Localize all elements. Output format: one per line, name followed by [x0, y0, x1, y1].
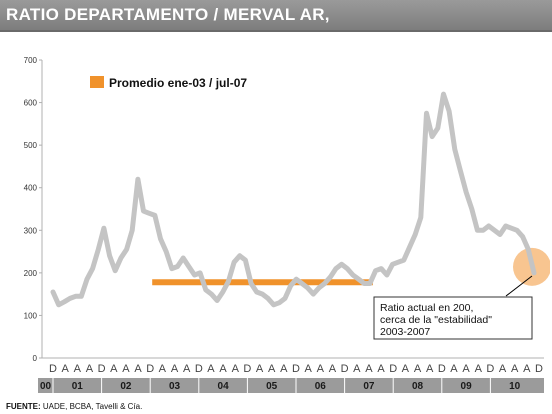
- x-tick-label: A: [61, 363, 69, 375]
- x-tick-label: D: [535, 363, 543, 375]
- annotation-line-3: 2003-2007: [380, 326, 430, 338]
- x-tick-label: A: [523, 363, 531, 375]
- x-tick-label: A: [329, 363, 337, 375]
- year-label: 04: [218, 381, 230, 392]
- x-tick-label: A: [159, 363, 167, 375]
- x-tick-label: A: [232, 363, 240, 375]
- year-label: 03: [169, 381, 181, 392]
- x-tick-label: A: [219, 363, 227, 375]
- x-tick-label: A: [171, 363, 179, 375]
- annotation-line-1: Ratio actual en 200,: [380, 302, 473, 314]
- x-tick-label: D: [243, 363, 251, 375]
- year-label: 07: [363, 381, 375, 392]
- x-tick-label: A: [74, 363, 82, 375]
- x-tick-label: D: [438, 363, 446, 375]
- y-tick-label: 200: [24, 269, 38, 278]
- y-tick-label: 100: [24, 311, 38, 320]
- year-band: 00 01 02 03 04 05 06 07 08 09 10: [38, 378, 544, 393]
- x-tick-label: A: [317, 363, 325, 375]
- y-tick-label: 300: [24, 226, 38, 235]
- x-tick-label: A: [511, 363, 519, 375]
- x-tick-label: A: [414, 363, 422, 375]
- x-tick-label: A: [207, 363, 215, 375]
- x-tick-label: A: [462, 363, 470, 375]
- title-bar: RATIO DEPARTAMENTO / MERVAL AR,: [0, 0, 552, 32]
- year-label: 01: [72, 381, 84, 392]
- legend-label: Promedio ene-03 / jul-07: [109, 76, 247, 90]
- x-tick-label: D: [292, 363, 300, 375]
- x-tick-label: A: [499, 363, 507, 375]
- x-tick-label: A: [450, 363, 458, 375]
- x-tick-label: A: [110, 363, 118, 375]
- year-label: 05: [266, 381, 278, 392]
- annotation-line-2: cerca de la "estabilidad": [380, 314, 492, 326]
- x-tick-label: D: [146, 363, 154, 375]
- x-tick-label: A: [402, 363, 410, 375]
- x-tick-label: A: [353, 363, 361, 375]
- x-tick-label: A: [134, 363, 142, 375]
- x-tick-label: A: [365, 363, 373, 375]
- y-tick-label: 500: [24, 141, 38, 150]
- x-tick-label: A: [475, 363, 483, 375]
- y-axis-ticks: 0 100 200 300 400 500 600 700: [24, 56, 42, 363]
- x-tick-label: D: [98, 363, 106, 375]
- y-tick-label: 400: [24, 184, 38, 193]
- year-label: 06: [315, 381, 327, 392]
- year-label: 10: [509, 381, 521, 392]
- year-band-background: [38, 378, 544, 393]
- x-tick-label: A: [280, 363, 288, 375]
- year-label: 02: [120, 381, 132, 392]
- source-label: FUENTE:: [6, 402, 41, 411]
- year-label: 09: [461, 381, 473, 392]
- series-line-ratio: [50, 91, 537, 308]
- x-tick-label: A: [268, 363, 276, 375]
- x-tick-label: A: [256, 363, 264, 375]
- x-tick-label: D: [341, 363, 349, 375]
- annotation-box: [373, 296, 533, 340]
- source-note: FUENTE: UADE, BCBA, Tavelli & Cía.: [6, 402, 142, 411]
- source-text: UADE, BCBA, Tavelli & Cía.: [42, 402, 143, 411]
- y-tick-label: 700: [24, 56, 38, 65]
- x-tick-label: A: [122, 363, 130, 375]
- legend-swatch: [90, 76, 104, 88]
- page-title: RATIO DEPARTAMENTO / MERVAL AR,: [6, 5, 330, 24]
- x-tick-label: D: [389, 363, 397, 375]
- annotation-pointer: [505, 275, 533, 297]
- x-tick-label: D: [195, 363, 203, 375]
- x-tick-label: A: [426, 363, 434, 375]
- y-tick-label: 600: [24, 99, 38, 108]
- x-tick-label: A: [86, 363, 94, 375]
- x-tick-label: A: [377, 363, 385, 375]
- x-tick-label: D: [486, 363, 494, 375]
- x-tick-label: D: [49, 363, 57, 375]
- x-tick-label: A: [183, 363, 191, 375]
- y-tick-label: 0: [33, 354, 38, 363]
- year-label: 08: [412, 381, 424, 392]
- year-label: 00: [40, 381, 52, 392]
- series-points: [52, 94, 535, 305]
- x-tick-label: A: [304, 363, 312, 375]
